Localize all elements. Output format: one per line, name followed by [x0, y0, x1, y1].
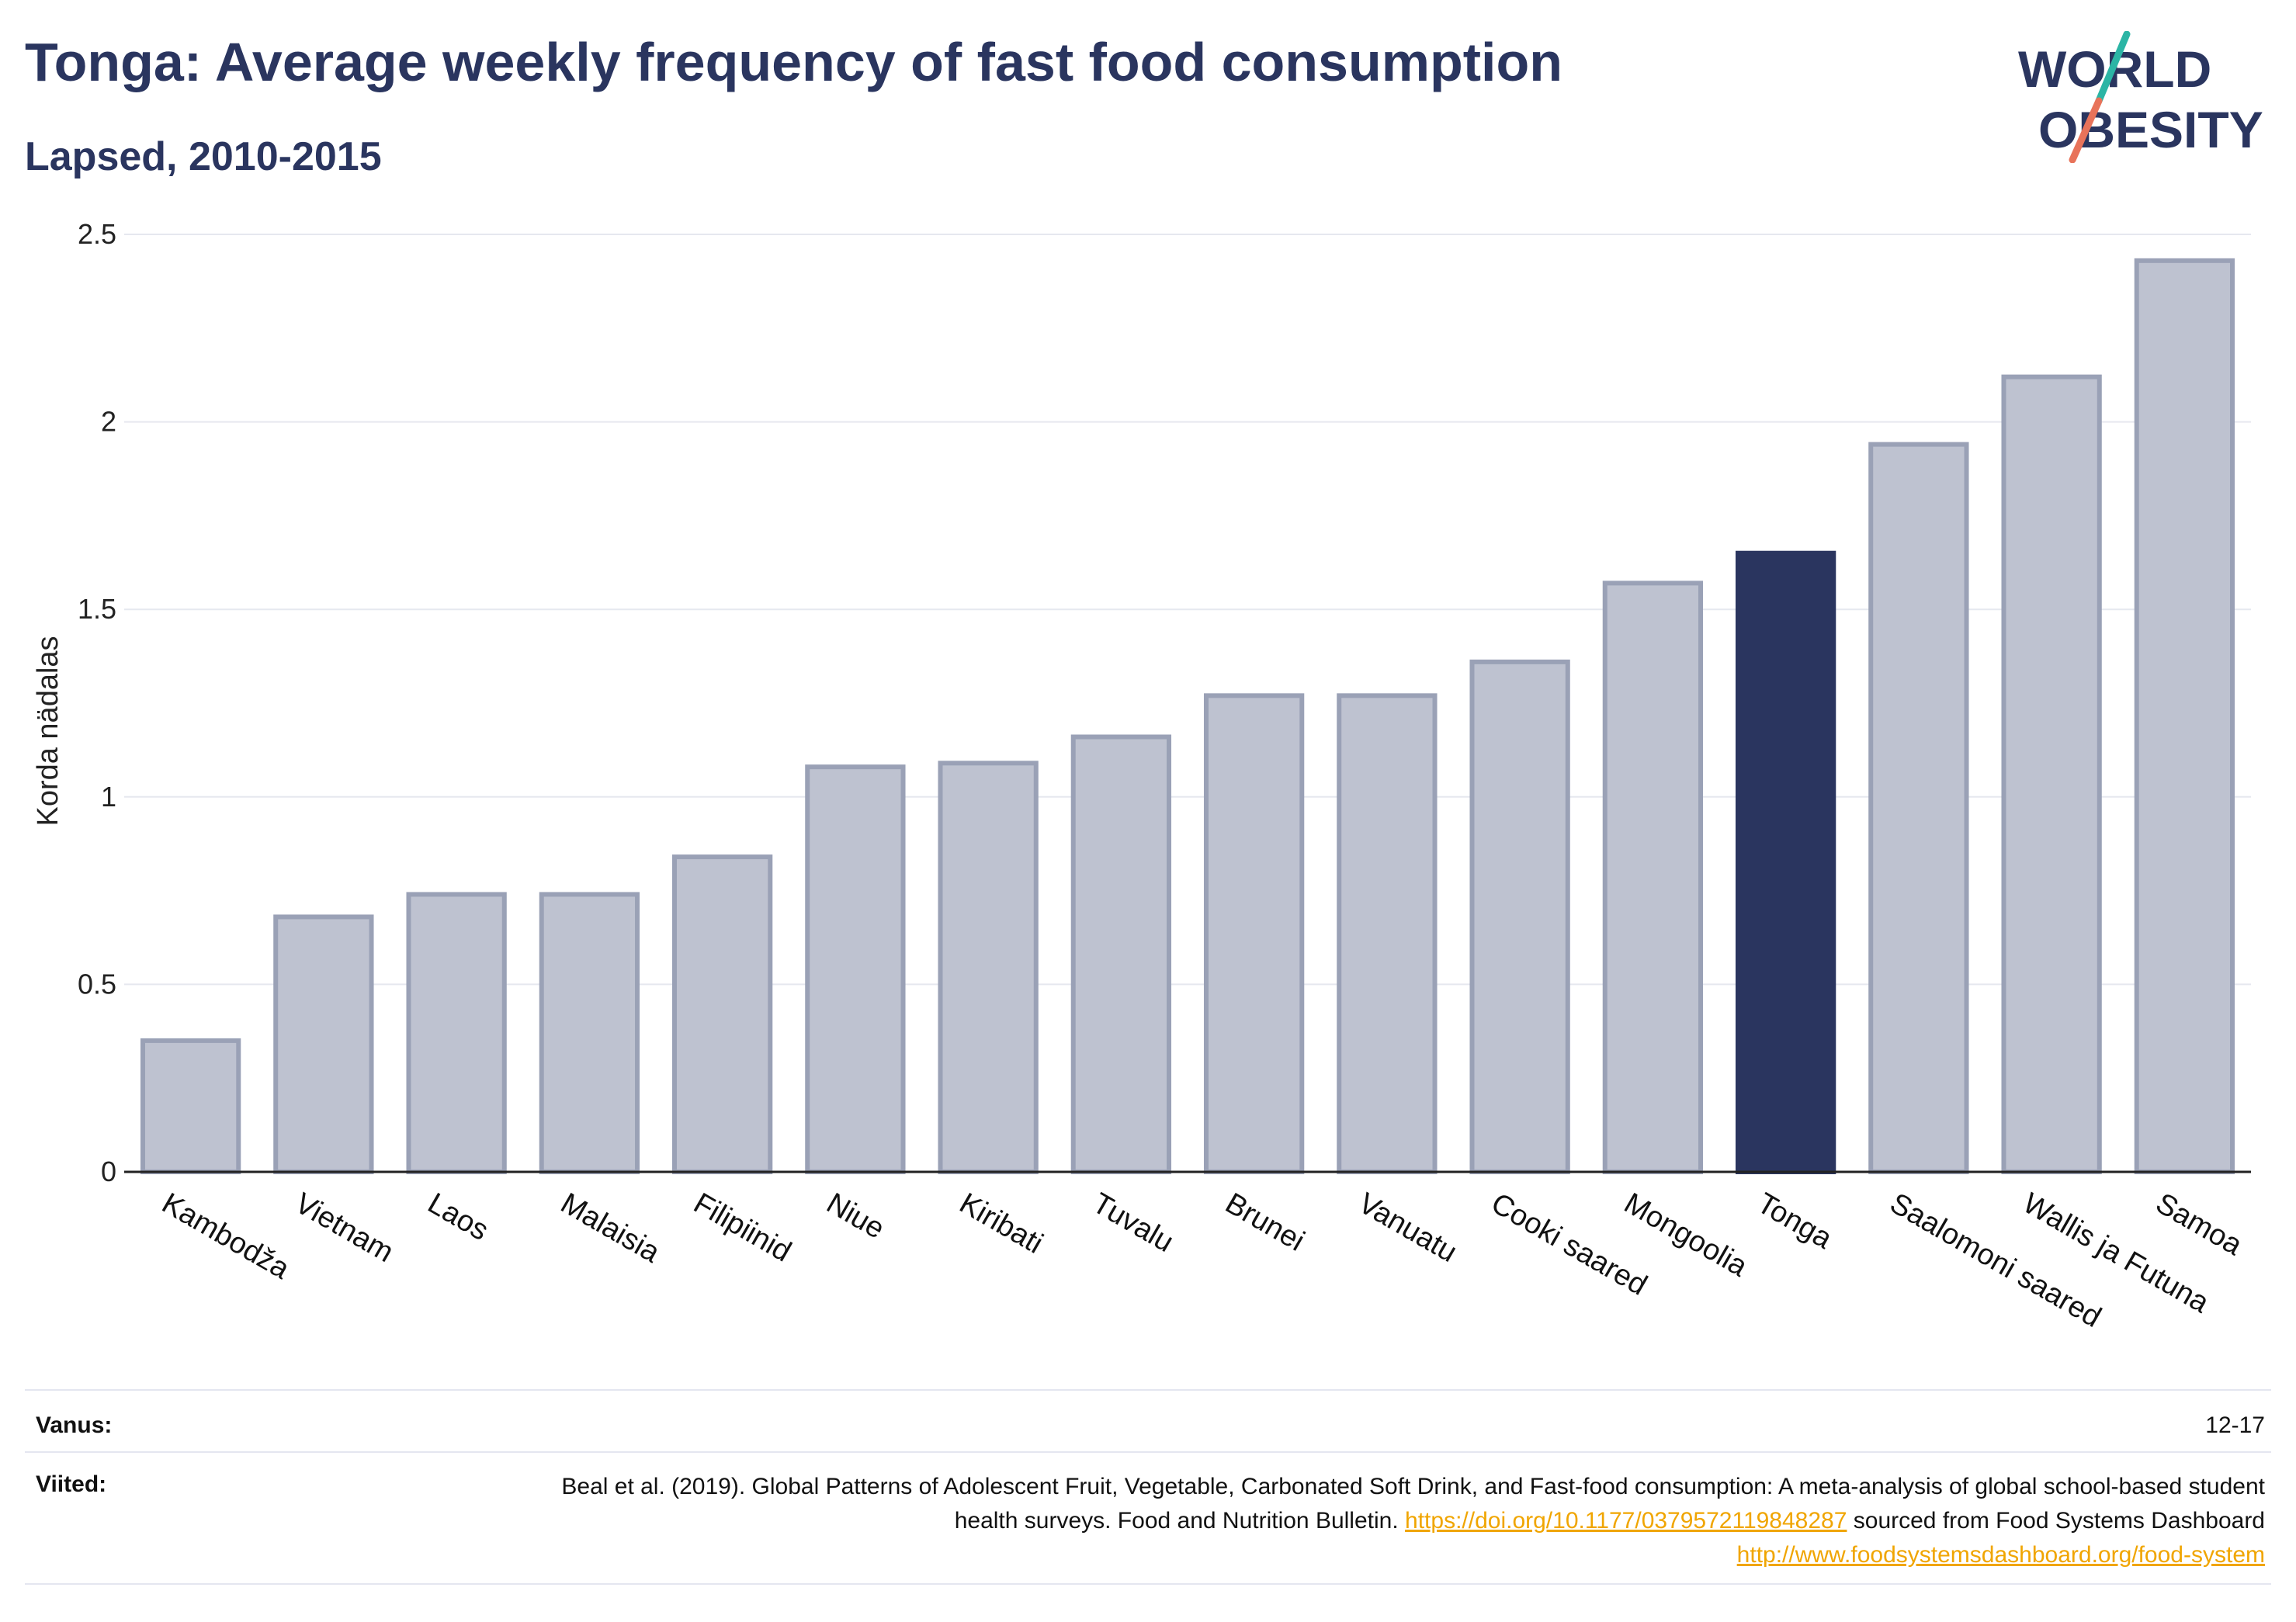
y-tick-label: 1	[101, 781, 116, 813]
bar-laos	[406, 892, 507, 1174]
x-tick-label: Vietnam	[290, 1187, 399, 1269]
y-tick-label: 0	[101, 1156, 116, 1187]
doi-link[interactable]: https://doi.org/10.1177/0379572119848287	[1405, 1508, 1847, 1534]
x-tick-label: Tuvalu	[1087, 1187, 1179, 1259]
x-tick-label: Tonga	[1751, 1187, 1837, 1256]
footer-divider-top	[25, 1389, 2271, 1391]
dashboard-link[interactable]: http://www.foodsystemsdashboard.org/food…	[1736, 1542, 2265, 1568]
y-tick-label: 2.5	[78, 218, 116, 250]
y-tick-label: 0.5	[78, 968, 116, 1000]
bar-kiribati	[938, 761, 1039, 1174]
y-tick-label: 1.5	[78, 593, 116, 625]
logo-slash-top-icon	[2095, 31, 2131, 105]
x-tick-label: Vanuatu	[1353, 1187, 1462, 1269]
x-tick-label: Malaisia	[555, 1187, 665, 1269]
x-tick-label: Niue	[821, 1187, 890, 1245]
bar-vietnam	[273, 914, 374, 1174]
references-citation: Beal et al. (2019). Global Patterns of A…	[561, 1474, 2265, 1534]
x-tick-label: Brunei	[1219, 1187, 1309, 1257]
bar-tonga	[1735, 550, 1836, 1174]
x-tick-label: Laos	[422, 1187, 494, 1247]
references-text: Beal et al. (2019). Global Patterns of A…	[557, 1470, 2265, 1572]
x-tick-label: Kambodža	[156, 1187, 295, 1286]
bar-samoa	[2134, 258, 2235, 1175]
world-obesity-logo: WORLD OBESITY	[2018, 31, 2263, 163]
bar-kambod-a	[140, 1038, 241, 1174]
bar-malaisia	[539, 892, 640, 1174]
y-axis-label: Korda nädalas	[32, 636, 64, 826]
bar-filipiinid	[671, 854, 773, 1175]
age-value: 12-17	[2205, 1412, 2265, 1438]
bar-vanuatu	[1337, 693, 1438, 1174]
y-tick-labels: 0 0.5 1 1.5 2 2.5	[78, 218, 116, 1187]
bar-cooki-saared	[1469, 659, 1570, 1174]
bar-mongoolia	[1602, 581, 1704, 1174]
bar-wallis-ja-futuna	[2001, 374, 2102, 1175]
bar-niue	[805, 764, 906, 1174]
references-label: Viited:	[36, 1471, 107, 1497]
chart-title: Tonga: Average weekly frequency of fast …	[25, 32, 1563, 92]
chart-subtitle: Lapsed, 2010-2015	[25, 134, 382, 179]
x-tick-label: Filipiinid	[688, 1187, 796, 1268]
y-tick-label: 2	[101, 406, 116, 438]
footer-divider-bottom	[25, 1583, 2271, 1585]
x-tick-label: Samoa	[2150, 1187, 2248, 1262]
bar-brunei	[1203, 693, 1305, 1174]
age-label: Vanus:	[36, 1412, 113, 1438]
bar-tuvalu	[1070, 734, 1172, 1174]
footer-divider-middle	[25, 1451, 2271, 1453]
bars	[140, 258, 2235, 1175]
x-tick-label: Kiribati	[954, 1187, 1049, 1260]
bar-saalomoni-saared	[1868, 442, 1969, 1174]
logo-slash-bottom-icon	[2069, 97, 2103, 163]
references-source: sourced from Food Systems Dashboard	[1853, 1508, 2265, 1534]
